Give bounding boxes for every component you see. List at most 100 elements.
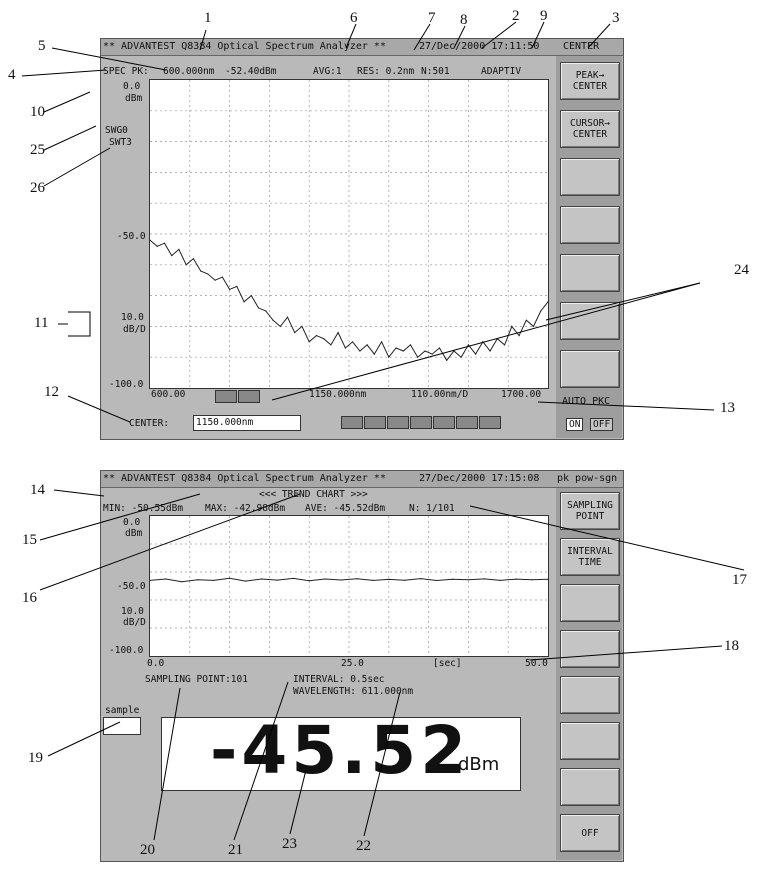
trend-chart-svg	[150, 516, 548, 656]
stat-min: MIN: -50.55dBm	[103, 503, 184, 514]
callout-9: 9	[540, 8, 548, 24]
stat-average: AVE: -45.52dBm	[305, 503, 386, 514]
softkey-cursor-center[interactable]: CURSOR→ CENTER	[560, 110, 620, 148]
spectrum-data-point	[272, 319, 274, 321]
spectrum-data-point	[373, 353, 375, 355]
spectrum-data-point	[229, 288, 231, 290]
center-entry-label: CENTER:	[129, 418, 170, 429]
callout-8: 8	[460, 12, 468, 28]
trend-x-end-label: 50.0	[525, 658, 548, 669]
trend-data-point	[308, 580, 310, 582]
trend-y-mid-label: -50.0	[117, 581, 146, 592]
status-indicator	[479, 416, 501, 429]
callout-21: 21	[228, 842, 243, 858]
spectrum-data-point	[265, 310, 267, 312]
status-indicator	[410, 416, 432, 429]
spectrum-data-point	[257, 307, 260, 309]
spectrum-data-point	[446, 359, 448, 361]
trend-data-point	[181, 581, 183, 583]
softkey-5[interactable]	[560, 676, 620, 714]
spectrum-data-point	[236, 285, 238, 287]
callout-16: 16	[22, 590, 37, 606]
softkey-6[interactable]	[560, 302, 620, 340]
spectrum-data-point	[163, 242, 166, 244]
spectrum-data-point	[409, 344, 412, 346]
callout-5: 5	[38, 38, 46, 54]
trend-chart-title: <<< TREND CHART >>>	[259, 489, 368, 500]
spectrum-data-point	[330, 344, 332, 346]
softkey-sampling-point[interactable]: SAMPLING POINT	[560, 492, 620, 530]
softkey-6[interactable]	[560, 722, 620, 760]
spectrum-data-point	[540, 310, 542, 312]
softkey-5[interactable]	[560, 254, 620, 292]
spectrum-data-point	[518, 335, 520, 337]
sweep-average-label: SWG0	[105, 125, 128, 136]
spectrum-data-point	[178, 248, 180, 250]
spectrum-data-point	[496, 338, 498, 340]
average-count: AVG:1	[313, 66, 342, 77]
spectrum-data-point	[315, 335, 317, 337]
callout-22: 22	[356, 838, 371, 854]
interval-readout: INTERVAL: 0.5sec	[293, 674, 385, 685]
spectrum-data-point	[279, 325, 281, 327]
status-indicator	[433, 416, 455, 429]
spectrum-data-point	[489, 350, 491, 352]
trend-data-point	[372, 579, 374, 581]
callout-2: 2	[512, 8, 520, 24]
top-title: ** ADVANTEST Q8384 Optical Spectrum Anal…	[103, 41, 386, 52]
softkey-4[interactable]	[560, 206, 620, 244]
stat-max: MAX: -42.98dBm	[205, 503, 286, 514]
trend-data-point	[292, 577, 294, 579]
softkey-7[interactable]	[560, 768, 620, 806]
auto-pkc-off-toggle[interactable]: OFF	[590, 418, 614, 431]
softkey-7[interactable]	[560, 350, 620, 388]
bottom-title-bar: ** ADVANTEST Q8384 Optical Spectrum Anal…	[101, 471, 623, 488]
spectrum-chart-svg	[150, 80, 548, 388]
softkey-auto-pkc[interactable]: AUTO PKC	[562, 396, 611, 407]
sample-indicator-box	[103, 717, 141, 735]
trend-y-top-label: 0.0	[123, 517, 141, 528]
spectrum-data-point	[381, 341, 383, 343]
trend-data-point	[356, 578, 358, 580]
marker-level: -52.40dBm	[225, 66, 277, 77]
spectrum-data-point	[431, 353, 433, 355]
spectrum-data-point	[337, 332, 339, 334]
bottom-softkey-panel: SAMPLING POINT INTERVAL TIME OFF	[556, 488, 622, 860]
y-scale-unit: dB/D	[123, 324, 146, 335]
trend-data-point	[515, 578, 517, 580]
spectrum-data-point	[171, 255, 173, 257]
spectrum-data-point	[156, 245, 158, 247]
spectrum-data-point	[402, 350, 404, 352]
softkey-peak-center[interactable]: PEAK→ CENTER	[560, 62, 620, 100]
softkey-interval-time[interactable]: INTERVAL TIME	[560, 538, 620, 576]
top-date-time: 27/Dec/2000 17:11:50	[419, 41, 540, 52]
softkey-3[interactable]	[560, 584, 620, 622]
top-analyzer-screen: ** ADVANTEST Q8384 Optical Spectrum Anal…	[100, 38, 624, 440]
spectrum-data-point	[185, 264, 187, 266]
softkey-off[interactable]: OFF	[560, 814, 620, 852]
trend-y-bottom-label: -100.0	[109, 645, 144, 656]
softkey-3[interactable]	[560, 158, 620, 196]
spectrum-data-point	[150, 239, 151, 241]
callout-3: 3	[612, 10, 620, 26]
callout-19: 19	[28, 750, 43, 766]
trend-plot	[149, 515, 549, 657]
bottom-title: ** ADVANTEST Q8384 Optical Spectrum Anal…	[103, 473, 386, 484]
spectrum-data-point	[475, 353, 477, 355]
trend-y-scale-label: 10.0	[121, 606, 144, 617]
wavelength-readout: WAVELENGTH: 611.000nm	[293, 686, 414, 697]
top-title-bar: ** ADVANTEST Q8384 Optical Spectrum Anal…	[101, 39, 623, 56]
auto-pkc-on-toggle[interactable]: ON	[566, 418, 584, 431]
center-entry-field[interactable]: 1150.000nm	[193, 415, 301, 431]
callout-18: 18	[724, 638, 739, 654]
softkey-4[interactable]	[560, 630, 620, 668]
trend-data-point	[404, 579, 406, 581]
spectrum-data-point	[207, 273, 209, 275]
status-indicator	[387, 416, 409, 429]
spectrum-data-point	[482, 341, 484, 343]
spectrum-plot	[149, 79, 549, 389]
trend-data-point	[436, 579, 438, 582]
spectrum-data-point	[395, 347, 397, 349]
sensitivity-mode: ADAPTIV	[481, 66, 522, 77]
trend-data-point	[324, 578, 326, 580]
